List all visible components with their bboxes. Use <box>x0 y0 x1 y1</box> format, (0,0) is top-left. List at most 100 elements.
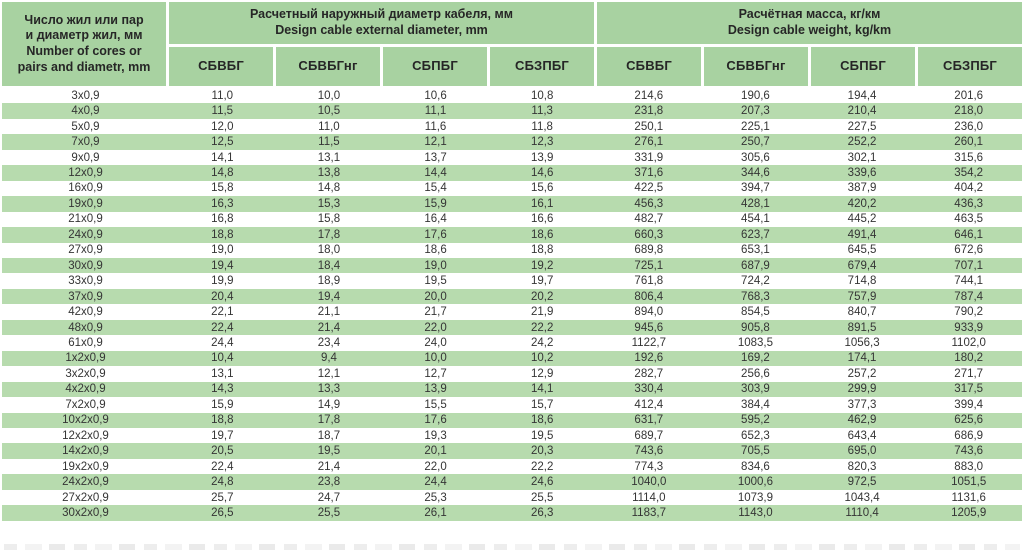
weight-value-cell: 1073,9 <box>737 491 774 504</box>
diameter-value-cell: 16,1 <box>530 197 554 210</box>
weight-value-cell: 412,4 <box>634 398 664 411</box>
diameter-value-cell: 20,0 <box>424 290 447 303</box>
weight-value-cell: 1183,7 <box>631 506 666 519</box>
row-label: 27x2x0,9 <box>62 491 109 504</box>
weight-value-cell: 377,3 <box>847 398 877 411</box>
weight-value-cell: 643,4 <box>847 429 877 442</box>
diameter-value-cell: 18,9 <box>317 275 341 288</box>
weight-value-cell: 330,4 <box>634 383 664 396</box>
weight-value-cell: 428,1 <box>741 197 770 210</box>
diameter-value-cell: 22,4 <box>211 460 234 473</box>
diameter-value-cell: 13,8 <box>317 166 341 179</box>
weight-value-cell: 1205,9 <box>951 506 987 519</box>
table-row: 4x0,9 11,5 10,5 11,1 11,3 231,8 207,3 210,4 218,… <box>2 103 1022 119</box>
weight-value-cell: 276,1 <box>634 136 664 149</box>
weight-value-cell: 757,9 <box>847 290 877 303</box>
diameter-value-cell: 9,4 <box>320 352 337 365</box>
weight-value-cell: 1110,4 <box>845 506 879 519</box>
table-row: 3x2x0,9 13,1 12,1 12,7 12,9 282,7 256,6 257,2 27… <box>2 366 1022 382</box>
weight-value-cell: 1131,6 <box>951 491 986 504</box>
group-header-diameter-ru: Расчетный наружный диаметр кабеля, мм <box>249 7 513 22</box>
table-row: 12x2x0,9 19,7 18,7 19,3 19,5 689,7 652,3 643,4 6… <box>2 427 1022 444</box>
weight-value-cell: 331,9 <box>634 151 664 164</box>
diameter-value-cell: 20,2 <box>530 290 554 303</box>
weight-value-cell: 260,1 <box>954 136 984 149</box>
corner-header-ru-line1: Число жил или пар <box>24 12 144 27</box>
diameter-value-cell: 15,5 <box>424 398 447 411</box>
diameter-value-cell: 19,5 <box>424 275 447 288</box>
table-row: 24x2x0,9 24,8 23,8 24,4 24,6 1040,0 1000,6 972,… <box>2 474 1022 490</box>
row-label: 14x2x0,9 <box>62 445 109 458</box>
diameter-value-cell: 17,6 <box>424 414 447 427</box>
table-row: 7x2x0,9 15,9 14,9 15,5 15,7 412,4 384,4 377,3 39… <box>2 397 1022 413</box>
weight-value-cell: 653,1 <box>741 244 770 257</box>
diameter-value-cell: 11,5 <box>211 105 234 118</box>
diameter-value-cell: 13,9 <box>530 151 554 164</box>
row-label: 5x0,9 <box>71 120 100 133</box>
diameter-value-cell: 16,4 <box>424 213 447 226</box>
weight-value-cell: 420,2 <box>847 197 877 210</box>
diameter-value-cell: 21,4 <box>317 321 341 334</box>
weight-value-cell: 404,2 <box>954 182 984 195</box>
diameter-value-cell: 15,8 <box>211 182 234 195</box>
row-label: 19x0,9 <box>68 197 103 210</box>
row-label: 24x2x0,9 <box>62 476 109 489</box>
weight-value-cell: 660,3 <box>634 228 664 241</box>
diameter-value-cell: 13,1 <box>211 367 234 380</box>
table-row: 19x2x0,9 22,4 21,4 22,0 22,2 774,3 834,6 820,3 8… <box>2 458 1022 475</box>
weight-value-cell: 945,6 <box>634 321 664 334</box>
diameter-value-cell: 19,0 <box>211 244 234 257</box>
weight-value-cell: 462,9 <box>847 414 877 427</box>
diameter-value-cell: 24,0 <box>424 336 447 349</box>
diameter-value-cell: 19,4 <box>211 259 234 272</box>
diameter-value-cell: 24,4 <box>211 336 234 349</box>
diameter-value-cell: 25,7 <box>211 491 234 504</box>
diameter-value-cell: 10,0 <box>424 352 447 365</box>
weight-value-cell: 302,1 <box>847 151 877 164</box>
weight-value-cell: 724,2 <box>741 275 770 288</box>
group-header-weight-ru: Расчётная масса, кг/км <box>738 7 881 22</box>
diameter-value-cell: 10,6 <box>424 89 447 102</box>
diameter-value-cell: 10,8 <box>530 89 554 102</box>
diameter-value-cell: 11,3 <box>531 105 553 118</box>
row-label: 4x2x0,9 <box>65 383 106 396</box>
diameter-value-cell: 20,3 <box>530 445 554 458</box>
diameter-value-cell: 22,0 <box>424 460 447 473</box>
weight-value-cell: 1000,6 <box>737 476 774 489</box>
weight-value-cell: 1083,5 <box>737 336 774 349</box>
weight-value-cell: 646,1 <box>954 228 984 241</box>
weight-value-cell: 299,9 <box>847 383 877 396</box>
weight-value-cell: 394,7 <box>741 182 770 195</box>
row-label: 4x0,9 <box>71 105 100 118</box>
diameter-value-cell: 20,1 <box>424 445 447 458</box>
weight-value-cell: 705,5 <box>741 445 770 458</box>
diameter-value-cell: 24,8 <box>211 476 234 489</box>
table-body: 3x0,9 11,0 10,0 10,6 10,8 214,6 190,6 194,4 201,… <box>2 88 1022 521</box>
weight-value-cell: 214,6 <box>634 89 664 102</box>
diameter-value-cell: 21,9 <box>530 306 554 319</box>
diameter-value-cell: 17,8 <box>317 228 341 241</box>
weight-value-cell: 623,7 <box>741 228 770 241</box>
diameter-value-cell: 25,3 <box>424 491 447 504</box>
weight-value-cell: 387,9 <box>847 182 877 195</box>
column-header-diameter-sbvbg: СБВБГ <box>169 47 273 86</box>
column-header-weight-sbvbg: СБВБГ <box>597 47 701 86</box>
weight-value-cell: 1040,0 <box>631 476 667 489</box>
diameter-value-cell: 12,0 <box>211 120 234 133</box>
diameter-value-cell: 18,7 <box>317 429 341 442</box>
diameter-value-cell: 12,1 <box>424 136 447 149</box>
weight-value-cell: 743,6 <box>954 445 984 458</box>
weight-value-cell: 1043,4 <box>844 491 880 504</box>
diameter-value-cell: 23,4 <box>317 336 341 349</box>
diameter-value-cell: 19,9 <box>211 275 234 288</box>
row-label: 30x2x0,9 <box>62 506 109 519</box>
weight-value-cell: 482,7 <box>634 213 664 226</box>
diameter-value-cell: 18,4 <box>317 259 341 272</box>
diameter-value-cell: 24,7 <box>317 491 341 504</box>
row-label: 30x0,9 <box>68 259 103 272</box>
diameter-value-cell: 11,0 <box>211 89 234 102</box>
table-row: 10x2x0,9 18,8 17,8 17,6 18,6 631,7 595,2 462,9 6… <box>2 412 1022 428</box>
weight-value-cell: 422,5 <box>634 182 664 195</box>
weight-value-cell: 236,0 <box>954 120 984 133</box>
diameter-value-cell: 24,4 <box>424 476 447 489</box>
